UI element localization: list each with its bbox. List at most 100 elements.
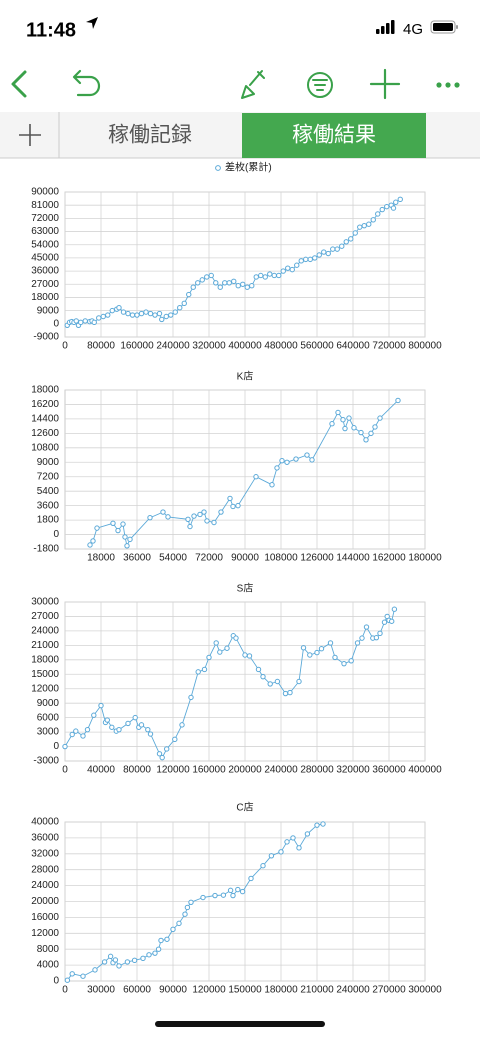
data-point [156,751,163,757]
x-tick-label: 300000 [408,985,442,996]
data-point [206,654,212,661]
data-point [104,717,111,723]
data-point [124,959,131,965]
data-point [318,646,325,652]
data-point [314,822,320,828]
data-point [64,977,71,983]
data-point [147,514,153,521]
x-tick-label: 160000 [120,341,154,352]
data-point [187,523,193,530]
data-point [255,666,262,673]
y-tick-label: 18000 [31,292,59,303]
data-point [258,272,264,279]
data-point [397,196,403,203]
x-tick-label: 120000 [192,985,226,996]
data-point [143,309,149,315]
data-point [156,310,163,317]
more-button[interactable] [436,82,460,88]
data-point [296,845,302,851]
add-button[interactable] [369,68,401,100]
data-point [285,265,291,271]
data-point [199,277,205,283]
add-sheet-button[interactable] [19,124,41,146]
data-point [100,313,106,320]
y-tick-label: 12600 [31,428,59,439]
x-tick-label: 640000 [336,341,370,352]
data-point [240,281,246,287]
data-point [244,284,250,290]
data-point [316,252,322,258]
x-tick-label: 480000 [264,341,298,352]
data-point [260,863,266,869]
data-point [69,971,75,977]
y-tick-label: 63000 [31,226,59,237]
data-point [159,754,165,761]
data-point [155,946,162,952]
tab[interactable]: 稼働記録 [108,124,192,147]
data-point [352,230,358,236]
data-point [235,502,241,509]
y-tick-label: -3000 [33,756,59,767]
y-tick-label: 32000 [31,848,59,859]
data-point [246,653,253,659]
x-tick-label: 18000 [87,553,115,564]
data-point [176,920,182,927]
y-tick-label: 6000 [37,712,60,723]
data-point [188,899,194,905]
data-point [335,409,341,416]
x-tick-label: 0 [62,341,68,352]
data-point [73,318,79,324]
data-point [125,720,131,727]
format-button[interactable] [241,70,265,99]
data-point [358,429,364,436]
data-point [191,513,197,519]
data-point [222,280,228,286]
x-tick-label: 210000 [300,985,334,996]
y-tick-label: 12000 [31,683,59,694]
signal-icon [376,20,395,34]
data-point [368,430,374,437]
data-point [293,456,299,462]
series-line [64,609,395,759]
data-point [80,733,86,739]
data-point [204,518,210,524]
data-point [307,256,313,263]
data-point [226,280,232,286]
tab[interactable]: 稼働結果 [292,124,376,147]
data-point [105,312,111,318]
x-tick-label: 90000 [159,985,187,996]
data-point [303,256,309,263]
data-point [197,511,203,518]
y-tick-label: 24000 [31,880,59,891]
legend-marker [215,165,221,171]
data-point [213,280,219,286]
status-time: 11:48 [26,19,76,41]
data-point [260,673,266,680]
data-point [186,291,192,298]
undo-button[interactable] [72,69,101,97]
data-point [329,421,335,427]
data-point [177,305,183,311]
data-point [82,318,88,324]
back-button[interactable] [11,70,27,98]
data-point [159,316,165,323]
data-point [92,967,98,973]
data-point [279,457,285,464]
data-point [165,514,171,520]
x-tick-label: 320000 [192,341,226,352]
data-point [78,319,84,326]
data-point [327,640,334,646]
y-tick-label: 81000 [31,200,59,211]
data-point [190,284,196,290]
active-tab[interactable] [242,113,426,158]
filter-button[interactable] [307,72,333,98]
data-point [158,937,164,944]
data-point [271,272,277,279]
data-point [377,415,383,421]
data-point [227,887,234,894]
x-tick-label: 240000 [336,985,370,996]
data-point [339,243,345,249]
data-point [284,459,290,465]
data-point [185,516,191,522]
data-point [98,702,104,709]
